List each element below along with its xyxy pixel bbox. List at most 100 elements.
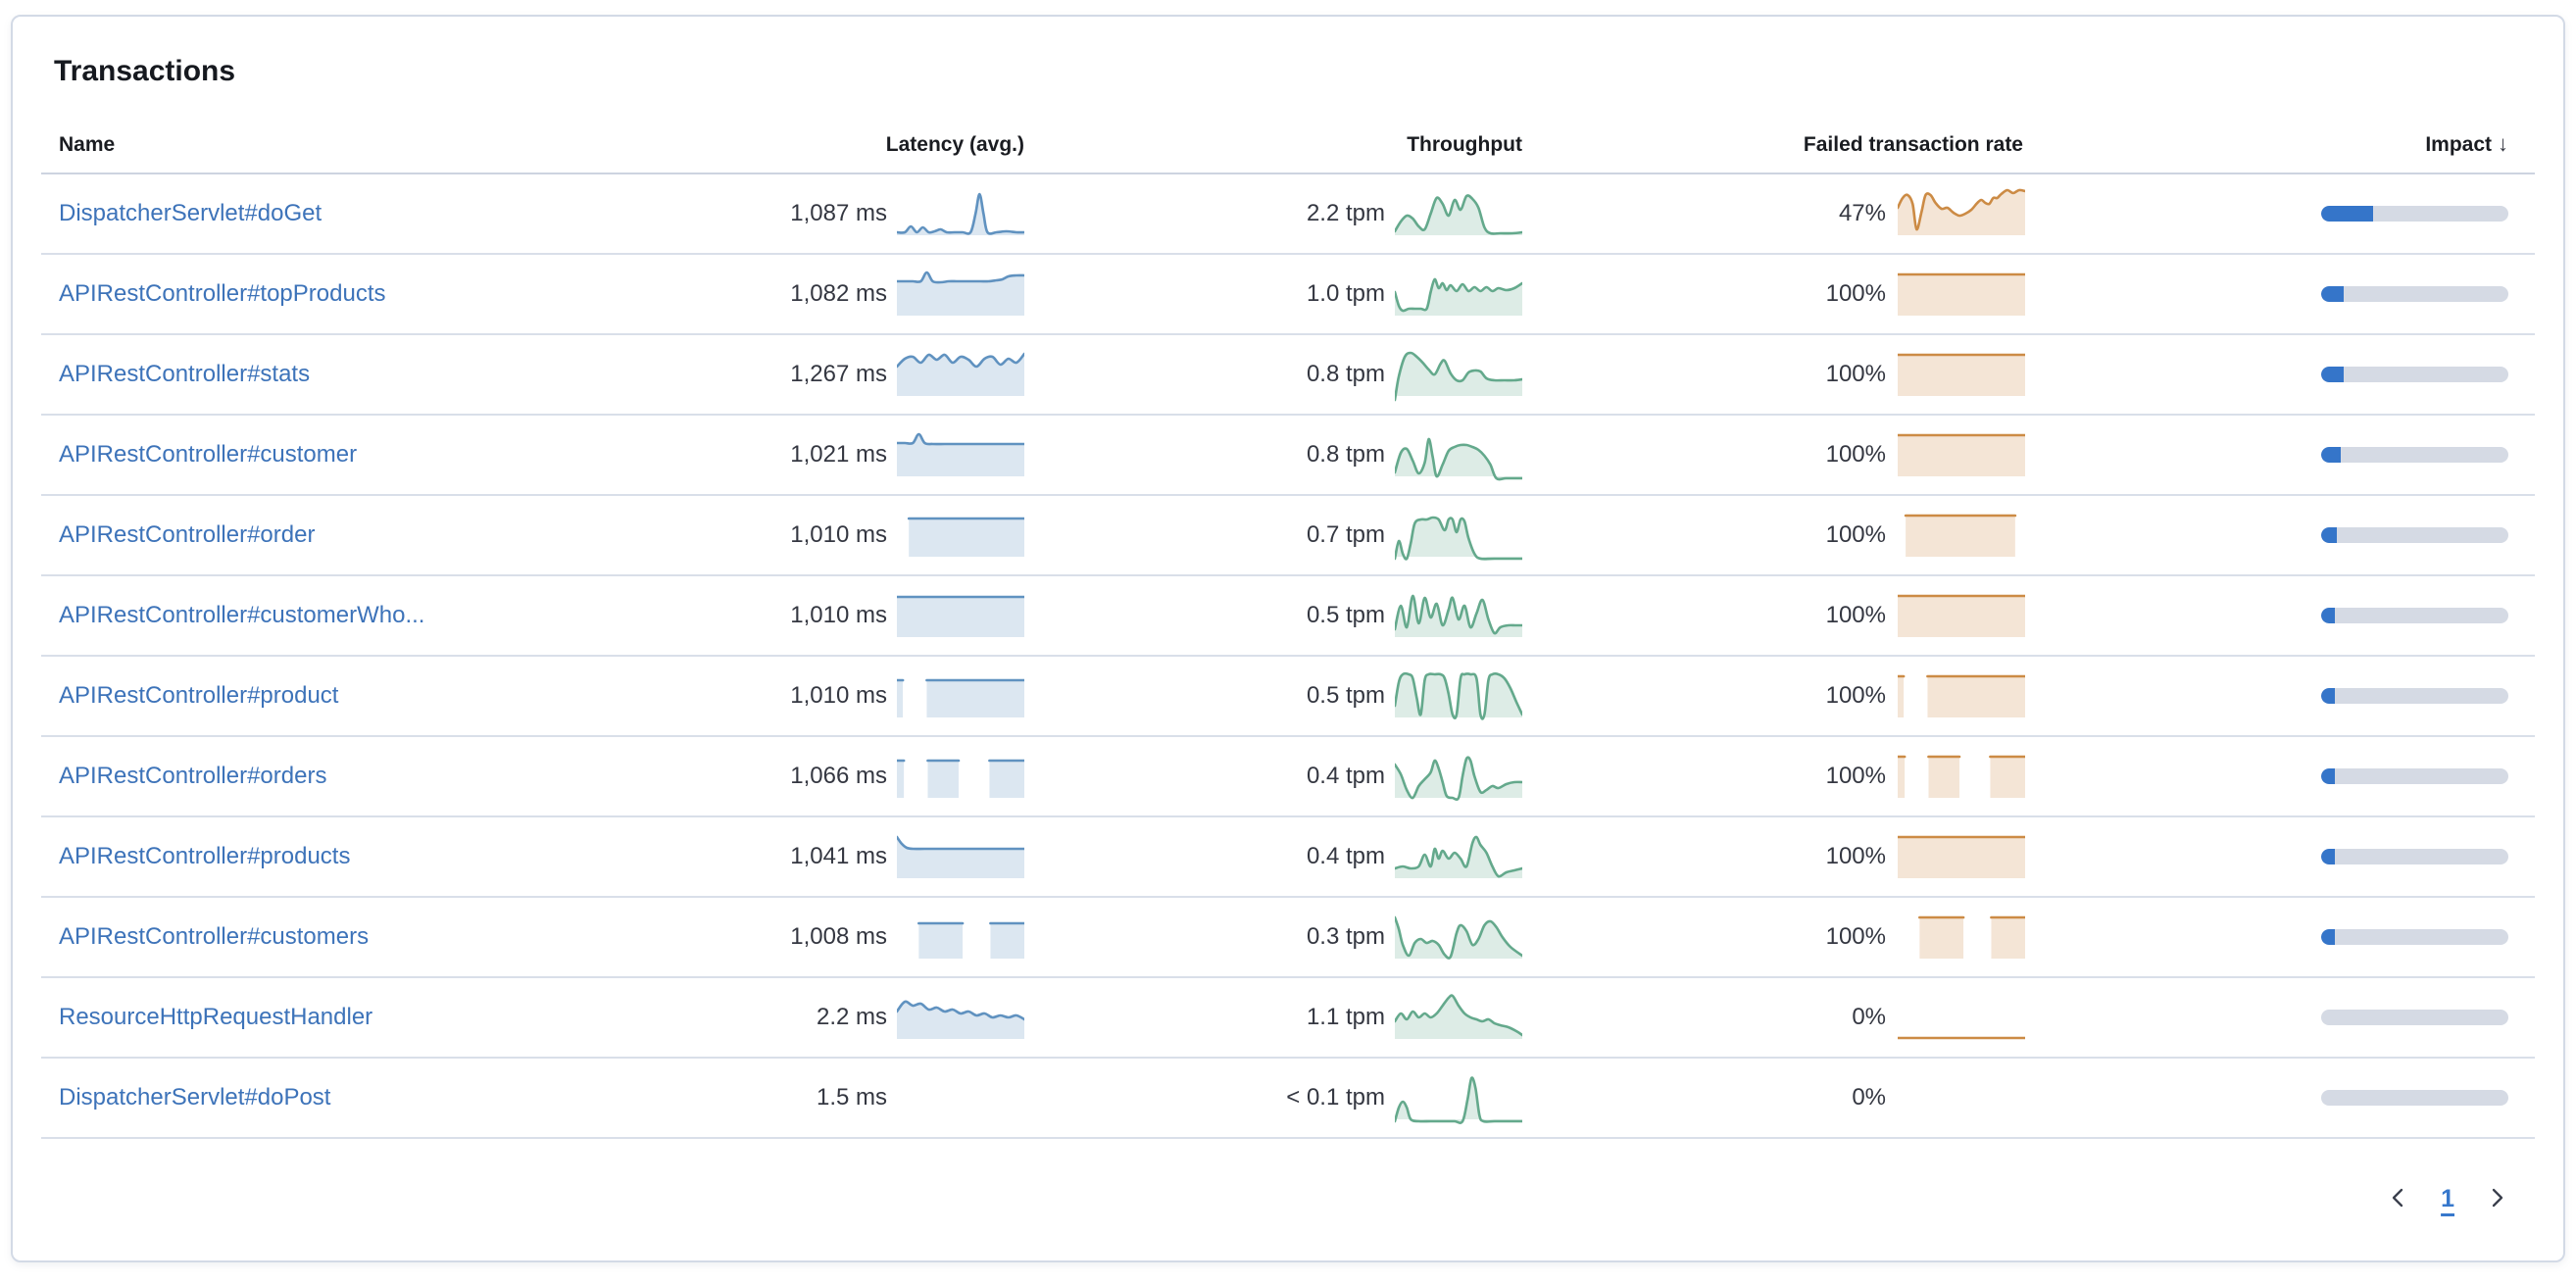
failed-rate-value: 0% [1852,1004,1886,1030]
table-row: APIRestController#order 1,010 ms 0.7 tpm 10… [41,496,2535,576]
latency-sparkline-cell [887,186,1034,241]
failed-rate-value: 100% [1825,521,1886,548]
failed-rate-sparkline-cell [1886,749,2033,804]
throughput-sparkline [1394,516,1522,561]
page-number-1[interactable]: 1 [2441,1184,2454,1212]
throughput-sparkline [1394,194,1522,235]
transactions-panel: Transactions Name Latency (avg.) Through… [11,15,2565,1262]
impact-cell [2033,849,2535,864]
table-row: APIRestController#products 1,041 ms 0.4 tp… [41,817,2535,898]
transaction-name-link[interactable]: APIRestController#stats [59,361,311,387]
column-header-latency[interactable]: Latency (avg.) [885,133,1024,156]
latency-sparkline-cell [887,427,1034,482]
latency-sparkline [897,271,1024,316]
transaction-name-link[interactable]: APIRestController#topProducts [59,280,386,307]
latency-sparkline-cell [887,267,1034,321]
throughput-value: 0.5 tpm [1306,682,1385,709]
transaction-name-link[interactable]: APIRestController#customers [59,923,370,950]
failed-rate-sparkline-cell [1886,267,2033,321]
impact-cell [2033,608,2535,623]
failed-rate-sparkline-cell [1886,588,2033,643]
impact-bar [2321,527,2508,543]
failed-rate-value: 100% [1825,602,1886,628]
throughput-sparkline [1394,437,1522,481]
transaction-name-cell: APIRestController#topProducts [41,280,669,308]
latency-sparkline [897,192,1024,235]
transaction-name-cell: APIRestController#orders [41,763,669,790]
latency-value: 1,066 ms [790,763,887,789]
transaction-name-link[interactable]: APIRestController#customer [59,441,358,468]
failed-rate-sparkline-cell [1886,668,2033,723]
failed-rate-value: 100% [1825,923,1886,950]
panel-title: Transactions [54,55,236,87]
latency-sparkline [897,432,1024,476]
impact-bar [2321,929,2508,945]
impact-bar [2321,206,2508,222]
next-page-button[interactable] [2482,1183,2511,1215]
table-row: APIRestController#stats 1,267 ms 0.8 tpm 10… [41,335,2535,416]
transaction-name-link[interactable]: APIRestController#products [59,843,351,869]
impact-bar [2321,1090,2508,1106]
table-row: ResourceHttpRequestHandler 2.2 ms 1.1 tpm 0… [41,978,2535,1059]
failed-rate-sparkline-cell [1886,829,2033,884]
column-header-impact-label: Impact [2425,133,2492,156]
throughput-sparkline-cell [1385,186,1531,241]
latency-sparkline-cell [887,588,1034,643]
failed-rate-sparkline [1898,835,2025,878]
failed-rate-sparkline [1898,188,2025,235]
latency-value: 1,008 ms [790,923,887,950]
column-header-name[interactable]: Name [59,133,116,156]
transaction-name-link[interactable]: APIRestController#customerWho... [59,602,425,628]
column-header-throughput[interactable]: Throughput [1407,133,1522,156]
latency-value: 2.2 ms [816,1004,887,1030]
previous-page-button[interactable] [2384,1183,2413,1215]
impact-bar [2321,688,2508,704]
impact-bar-fill [2321,286,2344,302]
throughput-sparkline [1394,671,1522,720]
transaction-name-link[interactable]: DispatcherServlet#doPost [59,1084,331,1111]
latency-sparkline [897,835,1024,878]
failed-rate-sparkline-cell [1886,347,2033,402]
impact-cell [2033,286,2535,302]
throughput-value: 0.4 tpm [1306,763,1385,789]
impact-cell [2033,527,2535,543]
latency-sparkline-cell [887,508,1034,563]
impact-bar-fill [2321,849,2335,864]
latency-value: 1,087 ms [790,200,887,226]
column-header-impact[interactable]: Impact ↓ [2033,131,2535,173]
transaction-name-cell: DispatcherServlet#doGet [41,200,669,227]
transaction-name-cell: APIRestController#product [41,682,669,710]
transaction-name-link[interactable]: APIRestController#order [59,521,316,548]
throughput-sparkline [1394,994,1522,1039]
impact-bar-fill [2321,447,2342,463]
latency-sparkline-cell [887,829,1034,884]
transaction-name-link[interactable]: ResourceHttpRequestHandler [59,1004,373,1030]
impact-cell [2033,367,2535,382]
failed-rate-value: 100% [1825,280,1886,307]
throughput-value: 0.3 tpm [1306,923,1385,950]
table-header: Name Latency (avg.) Throughput Failed tr… [41,89,2535,174]
throughput-sparkline-cell [1385,347,1531,402]
table-row: DispatcherServlet#doPost 1.5 ms < 0.1 tpm 0… [41,1059,2535,1139]
throughput-value: < 0.1 tpm [1286,1084,1385,1111]
transactions-table-body: DispatcherServlet#doGet 1,087 ms 2.2 tpm 47… [41,174,2535,1139]
impact-bar-fill [2321,768,2335,784]
transaction-name-link[interactable]: DispatcherServlet#doGet [59,200,322,226]
table-row: APIRestController#orders 1,066 ms 0.4 tpm 1… [41,737,2535,817]
latency-sparkline [897,678,1024,717]
impact-bar-fill [2321,929,2335,945]
throughput-sparkline-cell [1385,910,1531,964]
transaction-name-cell: ResourceHttpRequestHandler [41,1004,669,1031]
transaction-name-link[interactable]: APIRestController#product [59,682,339,709]
failed-rate-sparkline-cell [1886,910,2033,964]
impact-bar [2321,286,2508,302]
latency-value: 1,010 ms [790,521,887,548]
transaction-name-link[interactable]: APIRestController#orders [59,763,327,789]
impact-cell [2033,929,2535,945]
throughput-sparkline-cell [1385,508,1531,563]
latency-sparkline-cell [887,347,1034,402]
impact-bar [2321,367,2508,382]
failed-rate-value: 47% [1838,200,1886,226]
column-header-failed-rate[interactable]: Failed transaction rate [1803,133,2023,156]
impact-bar-fill [2321,608,2335,623]
